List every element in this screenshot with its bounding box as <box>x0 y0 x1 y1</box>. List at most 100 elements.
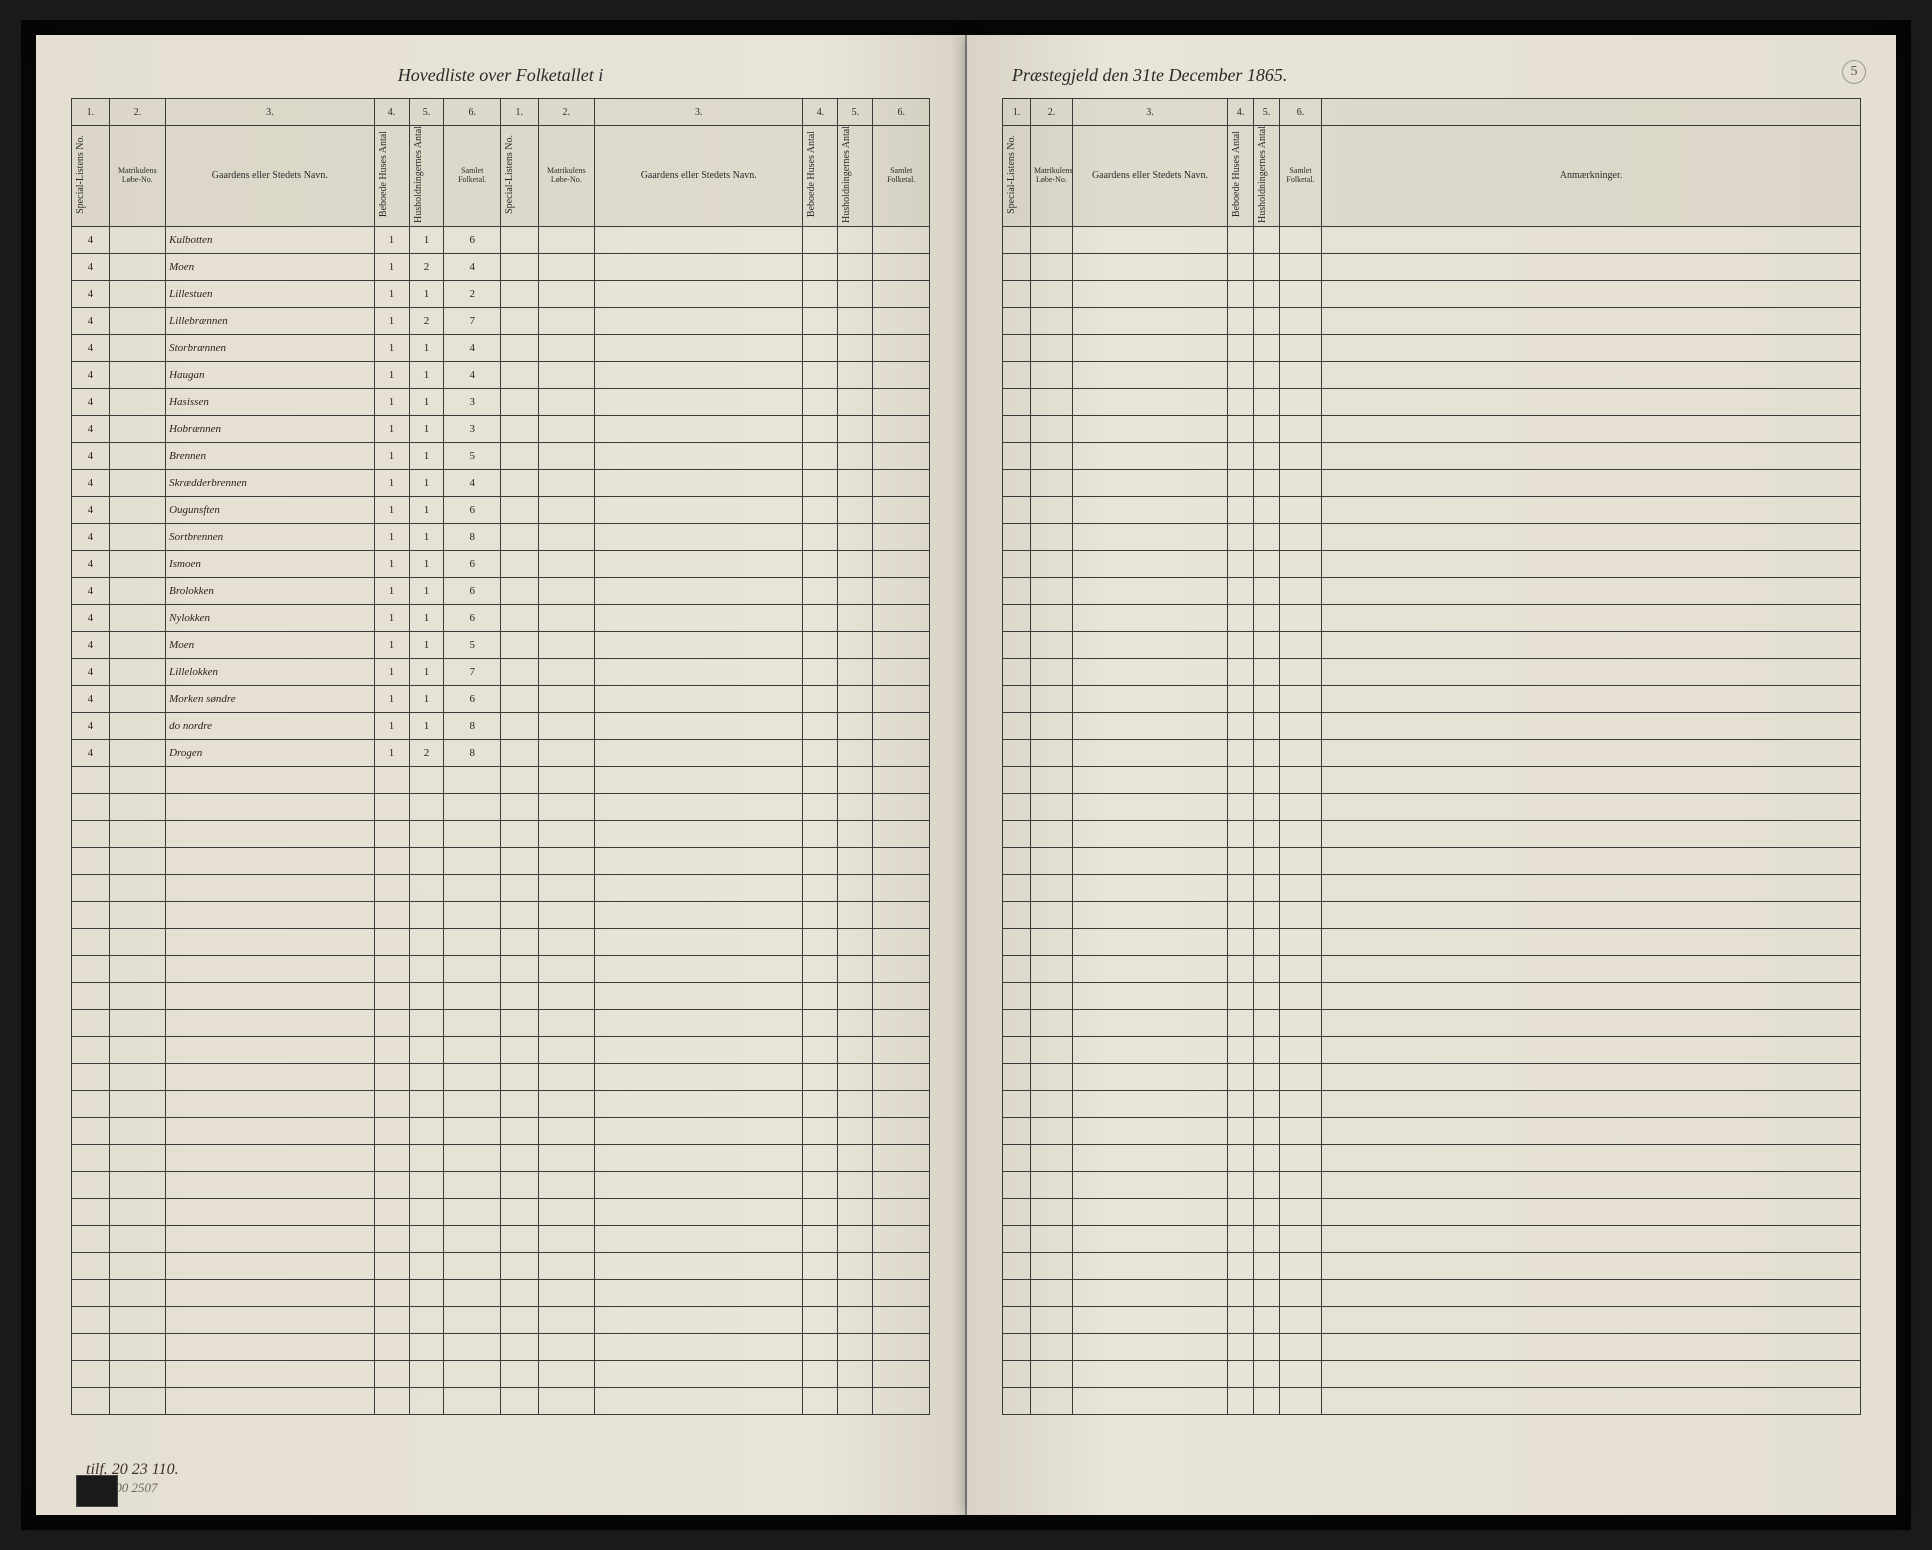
cell <box>803 1306 838 1333</box>
cell <box>1254 1198 1280 1225</box>
cell <box>1280 766 1322 793</box>
cell <box>803 1279 838 1306</box>
cell <box>838 604 873 631</box>
cell <box>1031 631 1073 658</box>
cell <box>838 307 873 334</box>
cell <box>444 982 500 1009</box>
cell <box>444 847 500 874</box>
cell <box>1280 1171 1322 1198</box>
colnum: 5. <box>409 99 444 126</box>
table-row <box>1003 766 1861 793</box>
cell <box>409 1252 444 1279</box>
archive-tab <box>76 1475 118 1507</box>
table-row <box>72 1225 930 1252</box>
cell <box>1031 1144 1073 1171</box>
cell <box>1228 226 1254 253</box>
table-row <box>1003 388 1861 415</box>
cell <box>1228 496 1254 523</box>
cell <box>873 388 930 415</box>
cell <box>538 253 594 280</box>
cell <box>1031 577 1073 604</box>
cell <box>1280 1279 1322 1306</box>
cell <box>1003 1144 1031 1171</box>
cell <box>1254 658 1280 685</box>
cell <box>72 955 110 982</box>
col-header: Matrikulens Løbe-No. <box>1031 126 1073 227</box>
cell <box>500 874 538 901</box>
table-row <box>72 847 930 874</box>
cell: 1 <box>374 577 409 604</box>
cell <box>72 1198 110 1225</box>
cell <box>1003 1225 1031 1252</box>
cell <box>1322 1198 1861 1225</box>
cell <box>166 982 374 1009</box>
cell <box>500 1306 538 1333</box>
cell <box>1254 1225 1280 1252</box>
cell <box>409 874 444 901</box>
cell <box>595 280 803 307</box>
cell <box>1228 901 1254 928</box>
cell <box>1280 604 1322 631</box>
cell <box>838 955 873 982</box>
cell: 1 <box>409 685 444 712</box>
cell <box>409 820 444 847</box>
cell <box>1031 874 1073 901</box>
cell: 2 <box>409 739 444 766</box>
cell <box>109 847 165 874</box>
cell <box>803 1063 838 1090</box>
cell <box>1254 631 1280 658</box>
col-header: Beboede Huses Antal <box>374 126 409 227</box>
colnum: 2. <box>1031 99 1073 126</box>
colnum: 3. <box>1073 99 1228 126</box>
cell: 4 <box>72 388 110 415</box>
cell <box>500 415 538 442</box>
cell <box>500 739 538 766</box>
cell <box>1073 1144 1228 1171</box>
cell: 6 <box>444 550 500 577</box>
cell <box>72 1063 110 1090</box>
cell <box>838 874 873 901</box>
table-row <box>1003 1036 1861 1063</box>
cell: 5 <box>444 442 500 469</box>
cell <box>72 928 110 955</box>
cell <box>1003 550 1031 577</box>
cell <box>1322 658 1861 685</box>
cell <box>595 982 803 1009</box>
cell <box>595 631 803 658</box>
cell <box>109 550 165 577</box>
cell <box>1073 388 1228 415</box>
cell <box>166 1360 374 1387</box>
cell <box>109 496 165 523</box>
col-header: Samlet Folketal. <box>873 126 930 227</box>
cell: 1 <box>374 388 409 415</box>
colnum: 4. <box>803 99 838 126</box>
cell <box>1073 361 1228 388</box>
cell <box>109 955 165 982</box>
col-header: Samlet Folketal. <box>1280 126 1322 227</box>
cell <box>1003 388 1031 415</box>
cell <box>1228 631 1254 658</box>
cell <box>538 334 594 361</box>
cell <box>873 658 930 685</box>
cell <box>500 1252 538 1279</box>
cell <box>873 1036 930 1063</box>
table-row <box>1003 847 1861 874</box>
cell <box>1322 1090 1861 1117</box>
cell <box>838 1279 873 1306</box>
cell <box>1003 793 1031 820</box>
cell <box>72 1360 110 1387</box>
cell <box>538 1063 594 1090</box>
cell <box>166 1306 374 1333</box>
cell <box>803 955 838 982</box>
cell <box>1031 469 1073 496</box>
cell <box>109 280 165 307</box>
colnum: 6. <box>873 99 930 126</box>
cell <box>803 226 838 253</box>
cell <box>1322 1225 1861 1252</box>
cell <box>1003 1009 1031 1036</box>
cell <box>838 847 873 874</box>
cell <box>803 1198 838 1225</box>
cell <box>538 1252 594 1279</box>
cell <box>803 361 838 388</box>
cell <box>1254 280 1280 307</box>
